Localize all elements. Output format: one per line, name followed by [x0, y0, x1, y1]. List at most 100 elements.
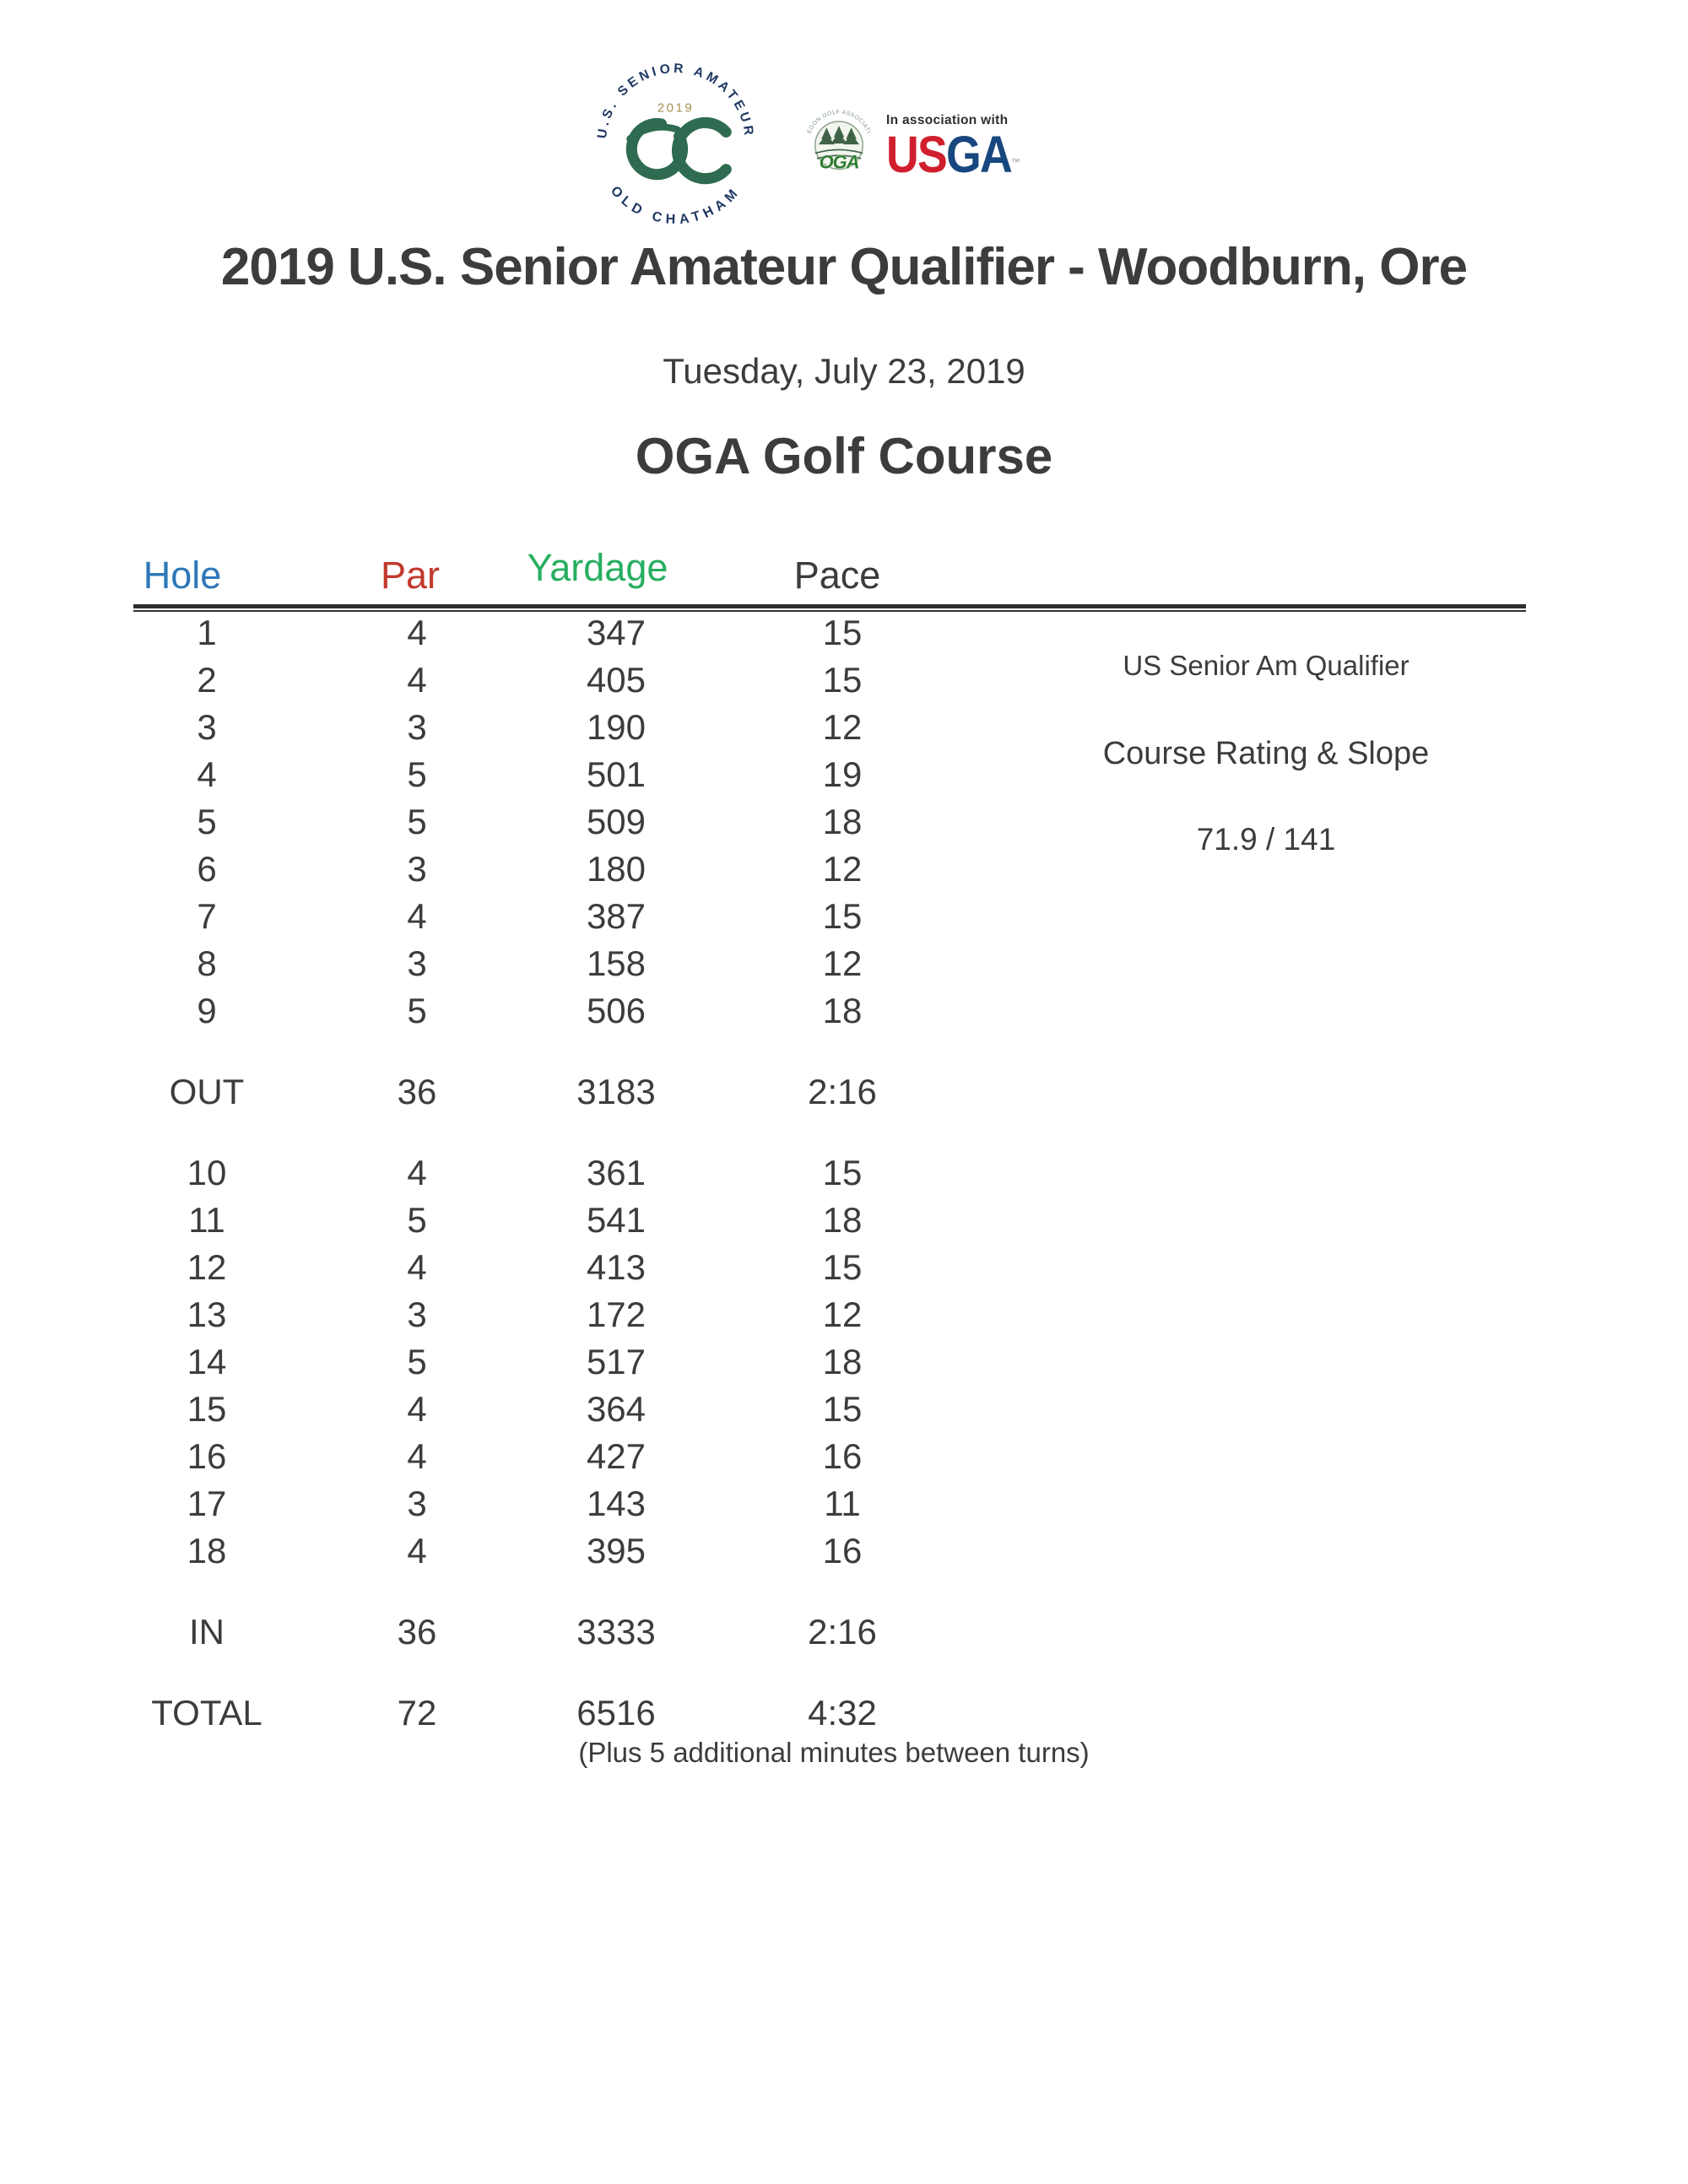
cell-yardage: 347 — [586, 613, 647, 652]
cell-yardage: 190 — [586, 707, 647, 747]
table-row: 12 4 413 15 — [0, 1244, 971, 1291]
cell-par: 5 — [407, 1200, 427, 1240]
table-row: 6 3 180 12 — [0, 846, 971, 893]
cell-yardage: 6516 — [576, 1693, 656, 1733]
table-row: 3 3 190 12 — [0, 704, 971, 751]
cell-par: 3 — [407, 943, 427, 983]
cell-yardage: 387 — [586, 896, 647, 936]
cell-yardage: 509 — [586, 802, 647, 841]
table-row: 7 4 387 15 — [0, 893, 971, 940]
cell-pace: 18 — [822, 991, 863, 1030]
cell-par: 36 — [397, 1072, 437, 1111]
header-hole: Hole — [143, 554, 222, 597]
table-row: OUT 36 3183 2:16 — [0, 1068, 971, 1116]
cell-hole: 13 — [187, 1295, 227, 1334]
table-row: 18 4 395 16 — [0, 1527, 971, 1575]
logo-arc-bottom-text: OLD CHATHAM — [608, 183, 744, 227]
usga-us-letters: US — [886, 126, 948, 183]
cell-pace: 18 — [822, 1342, 863, 1381]
oga-trees-icon — [818, 126, 860, 145]
usga-wordmark: USGA™ — [886, 129, 1079, 181]
course-rating-value: 71.9 / 141 — [1196, 822, 1336, 857]
cell-yardage: 541 — [586, 1200, 647, 1240]
cell-pace: 16 — [822, 1531, 863, 1570]
page-title: 2019 U.S. Senior Amateur Qualifier - Woo… — [220, 238, 1468, 296]
cell-par: 4 — [407, 1247, 427, 1287]
oc-monogram — [625, 116, 732, 185]
cell-par: 3 — [407, 707, 427, 747]
cell-hole: 7 — [197, 896, 217, 936]
cell-hole: 16 — [187, 1436, 227, 1476]
event-name: US Senior Am Qualifier — [1123, 650, 1409, 681]
oga-ground-icon — [814, 149, 863, 159]
cell-yardage: 172 — [586, 1295, 647, 1334]
logo-year-text: 2019 — [657, 100, 695, 115]
cell-par: 72 — [397, 1693, 437, 1733]
table-row: 5 5 509 18 — [0, 798, 971, 846]
oga-wordmark: OGA — [820, 151, 859, 172]
usga-ga-letters: GA — [946, 126, 1013, 183]
header-pace: Pace — [793, 554, 881, 597]
header-par: Par — [380, 554, 441, 597]
cell-yardage: 3333 — [576, 1612, 656, 1652]
event-date: Tuesday, July 23, 2019 — [663, 351, 1025, 391]
cell-pace: 11 — [824, 1484, 861, 1523]
table-row: IN 36 3333 2:16 — [0, 1608, 971, 1656]
table-row: 15 4 364 15 — [0, 1386, 971, 1433]
cell-yardage: 3183 — [576, 1072, 656, 1111]
cell-pace: 15 — [822, 1153, 863, 1192]
cell-pace: 18 — [822, 1200, 863, 1240]
cell-hole: 3 — [197, 707, 217, 747]
table-row: 11 5 541 18 — [0, 1197, 971, 1244]
cell-pace: 4:32 — [808, 1693, 877, 1733]
cell-hole: 9 — [197, 991, 217, 1030]
cell-pace: 12 — [822, 1295, 863, 1334]
cell-pace: 15 — [822, 896, 863, 936]
cell-pace: 12 — [822, 707, 863, 747]
cell-pace: 19 — [822, 754, 863, 794]
cell-pace: 15 — [822, 1247, 863, 1287]
cell-par: 4 — [407, 1531, 427, 1570]
cell-yardage: 180 — [586, 849, 647, 889]
table-body: 1 4 347 15 2 4 405 15 3 3 190 12 4 5 501… — [0, 609, 971, 1737]
table-row: TOTAL 72 6516 4:32 — [0, 1689, 971, 1737]
cell-hole: 12 — [187, 1247, 227, 1287]
cell-par: 5 — [407, 802, 427, 841]
table-row: 13 3 172 12 — [0, 1291, 971, 1338]
cell-par: 4 — [407, 896, 427, 936]
cell-par: 5 — [407, 991, 427, 1030]
cell-pace: 2:16 — [808, 1072, 877, 1111]
table-row: 14 5 517 18 — [0, 1338, 971, 1386]
course-rating-label: Course Rating & Slope — [1102, 736, 1430, 771]
cell-hole: 8 — [197, 943, 217, 983]
cell-par: 4 — [407, 1153, 427, 1192]
usga-association-text: In association with — [886, 113, 1009, 127]
cell-yardage: 501 — [586, 754, 647, 794]
table-row: 10 4 361 15 — [0, 1149, 971, 1197]
oga-logo: OREGON GOLF ASSOCIATION OGA — [800, 103, 871, 173]
cell-hole: 2 — [197, 660, 217, 700]
cell-yardage: 413 — [586, 1247, 647, 1287]
cell-hole: IN — [189, 1612, 225, 1652]
table-header-row: Hole Par Yardage Pace — [0, 546, 1688, 599]
table-row: 1 4 347 15 — [0, 609, 971, 657]
cell-pace: 12 — [822, 849, 863, 889]
cell-par: 4 — [407, 1389, 427, 1429]
cell-pace: 15 — [822, 660, 863, 700]
cell-pace: 12 — [822, 943, 863, 983]
cell-hole: 5 — [197, 802, 217, 841]
cell-hole: 10 — [187, 1153, 227, 1192]
cell-par: 3 — [407, 1295, 427, 1334]
table-row: 4 5 501 19 — [0, 751, 971, 798]
table-row: 2 4 405 15 — [0, 657, 971, 704]
cell-hole: 17 — [187, 1484, 227, 1523]
cell-pace: 18 — [822, 802, 863, 841]
cell-par: 3 — [407, 1484, 427, 1523]
table-row: 17 3 143 11 — [0, 1480, 971, 1527]
cell-hole: 4 — [197, 754, 217, 794]
table-row: 9 5 506 18 — [0, 987, 971, 1035]
header-divider-rule — [133, 604, 1526, 612]
cell-hole: OUT — [169, 1072, 245, 1111]
cell-yardage: 364 — [586, 1389, 647, 1429]
